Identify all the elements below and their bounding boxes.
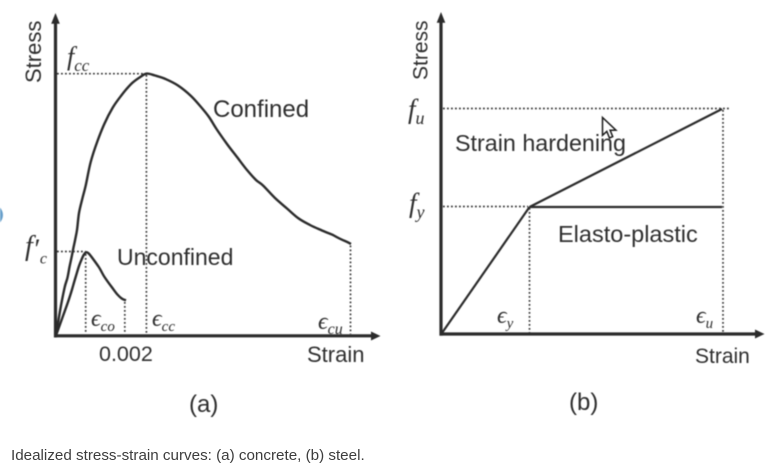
svg-text:Elasto-plastic: Elasto-plastic [558,221,698,247]
svg-text:ϵy: ϵy [497,303,514,332]
svg-text:fu: fu [408,94,425,128]
svg-text:fy: fy [409,188,425,222]
svg-text:ϵcu: ϵcu [318,309,343,338]
svg-text:ϵco: ϵco [91,306,115,335]
svg-text:ϵu: ϵu [696,303,713,332]
svg-text:(b): (b) [569,389,598,416]
svg-text:Strain: Strain [307,342,364,367]
svg-text:Unconfined: Unconfined [117,244,233,270]
svg-text:Stress: Stress [21,21,46,83]
svg-text:Stress: Stress [410,20,433,80]
svg-text:f′c: f′c [25,231,47,268]
svg-text:0.002: 0.002 [99,342,153,366]
svg-text:Strain hardening: Strain hardening [455,130,626,156]
svg-text:ϵcc: ϵcc [152,306,175,335]
svg-text:(a): (a) [189,391,218,418]
svg-text:Confined: Confined [213,96,309,123]
svg-text:Strain: Strain [695,345,750,368]
svg-text:fcc: fcc [67,42,90,75]
